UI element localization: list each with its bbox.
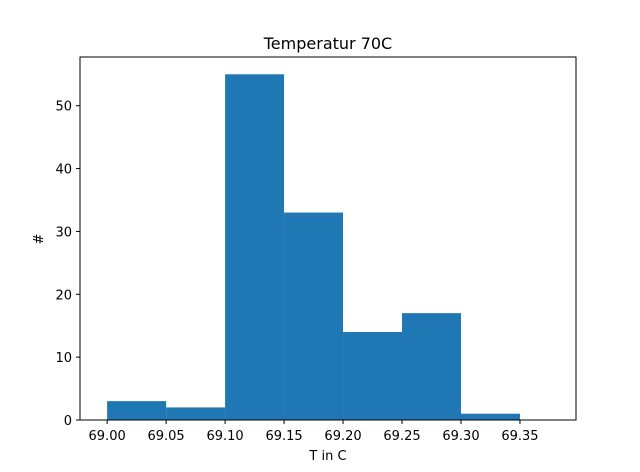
plot-area-frame <box>79 56 577 421</box>
histogram-bar-2 <box>225 74 285 420</box>
y-tick-label-1: 10 <box>55 351 72 366</box>
y-axis-ticks: 0 10 20 30 40 50 <box>55 100 80 429</box>
histogram-bar-4 <box>343 332 403 420</box>
histogram-bar-5 <box>402 313 461 420</box>
x-axis-ticks: 69.00 69.05 69.10 69.15 69.20 69.25 69.30 69.35 <box>89 420 539 444</box>
y-tick-label-3: 30 <box>55 225 72 240</box>
x-tick-label-1: 69.05 <box>147 429 184 444</box>
y-tick-label-0: 0 <box>64 414 72 429</box>
x-tick-label-4: 69.20 <box>324 429 361 444</box>
x-tick-label-0: 69.00 <box>89 429 126 444</box>
y-tick-label-4: 40 <box>55 163 72 178</box>
chart-title: Temperatur 70C <box>263 34 392 53</box>
x-tick-label-3: 69.15 <box>265 429 302 444</box>
y-tick-label-5: 50 <box>55 100 72 115</box>
histogram-bar-3 <box>284 212 344 420</box>
histogram-bar-6 <box>460 413 520 420</box>
x-tick-label-6: 69.30 <box>442 429 479 444</box>
x-tick-label-2: 69.10 <box>206 429 243 444</box>
x-axis-label: T in C <box>308 449 346 464</box>
x-tick-label-7: 69.35 <box>501 429 538 444</box>
histogram-bar-0 <box>107 401 167 420</box>
y-tick-label-2: 20 <box>55 288 72 303</box>
y-axis-label: # <box>32 234 47 245</box>
histogram-bar-1 <box>166 407 226 420</box>
x-tick-label-5: 69.25 <box>383 429 420 444</box>
bars-group <box>107 74 520 420</box>
